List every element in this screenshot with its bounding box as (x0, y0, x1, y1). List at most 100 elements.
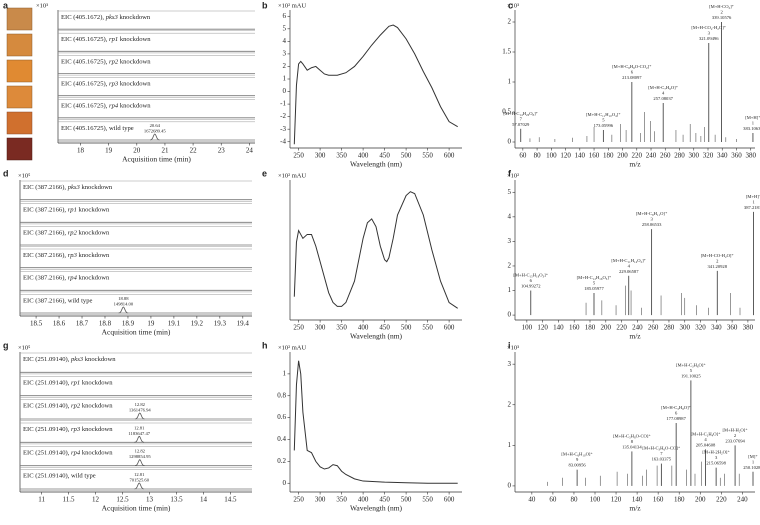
x-tick-label: 18.9 (122, 320, 135, 328)
panel-label: b (262, 0, 268, 10)
ion-mz: 383.10637 (743, 126, 760, 131)
x-tick-label: 550 (422, 324, 433, 332)
x-tick-label: 260 (660, 152, 671, 160)
y-tick-label: 5 (508, 188, 512, 196)
panel-label: a (3, 0, 9, 10)
ion-mz: 213.08097 (622, 75, 642, 80)
peak-time: 18.88 (118, 296, 129, 301)
trace-suffix: knockdown (85, 356, 116, 363)
ion-mz: 83.00956 (568, 463, 586, 468)
trace-label: EIC (251.09140), rp4 knockdown (23, 449, 113, 456)
x-tick-label: 140 (553, 324, 564, 332)
spectrum-line (293, 360, 458, 484)
ion-mz: 229.06587 (619, 269, 639, 274)
x-tick-label: 80 (534, 152, 542, 160)
y-tick-label: 2 (508, 18, 512, 26)
trace-gene: rp3 (109, 80, 119, 87)
ion-label: [M+H-CO₂]⁺ (709, 4, 735, 9)
trace-label: EIC (405.16725), rp2 knockdown (61, 58, 151, 65)
ion-label: [M+H-C₃H₆O-CO]⁺ (642, 446, 680, 451)
y-tick-label: 1 (508, 441, 512, 449)
trace-prefix: EIC (387.2166), (23, 206, 66, 213)
trace-prefix: EIC (251.09140), (23, 426, 70, 433)
x-tick-label: 200 (617, 152, 628, 160)
ion-rank: 6 (631, 70, 634, 75)
y-tick-label: 0 (283, 479, 287, 487)
ion-rank: 6 (675, 411, 678, 416)
x-tick-label: 19.4 (237, 320, 250, 328)
ion-label: [M+H-C₂H₄O]⁺ (691, 431, 721, 436)
trace-prefix: EIC (251.09140), (23, 402, 70, 409)
trace-label: EIC (387.2166), wild type (23, 297, 92, 304)
y-multiplier: ×10³ (507, 344, 519, 351)
x-tick-label: 20 (133, 147, 141, 155)
trace-prefix: EIC (387.2166), (23, 252, 66, 259)
x-tick-label: 400 (358, 496, 369, 504)
ion-mz: 341.20928 (708, 264, 728, 269)
photo (6, 85, 33, 109)
peak-area: 1183647.47 (128, 431, 150, 436)
ion-rank: 9 (576, 457, 579, 462)
x-tick-label: 60 (549, 496, 557, 504)
x-tick-label: 24 (246, 147, 254, 155)
ion-rank: 7 (520, 116, 523, 121)
x-tick-label: 400 (358, 152, 369, 160)
x-tick-label: 220 (632, 152, 643, 160)
ion-label: [M+H-C₈H₈O-CO₂]⁺ (612, 64, 652, 69)
peak (134, 412, 145, 420)
peak-area: 1672689.45 (144, 129, 167, 134)
panel-label: e (262, 168, 267, 178)
trace-suffix: knockdown (79, 206, 110, 213)
x-tick-label: 300 (679, 324, 690, 332)
trace-suffix: knockdown (120, 80, 151, 87)
peak-time: 20.64 (150, 123, 161, 128)
x-tick-label: 220 (716, 496, 727, 504)
ion-label: [M+H-C₇H₈O]⁺ (648, 85, 678, 90)
ion-label: [M+H-C₁₂H₁₆O₃]⁺ (577, 275, 612, 280)
x-tick-label: 180 (585, 324, 596, 332)
trace-prefix: EIC (405.16725), (61, 58, 108, 65)
x-axis-title: Wavelength (nm) (350, 504, 403, 513)
x-tick-label: 450 (379, 496, 390, 504)
peak-area: 149814.00 (114, 302, 134, 307)
y-axis-title: ×10² mAU (278, 2, 306, 9)
x-tick-label: 19.1 (168, 320, 181, 328)
ion-label: [M+H]⁺ (746, 194, 760, 199)
ion-label: [M+H-C₁₄H₂₀O₈]⁺ (503, 111, 538, 116)
x-tick-label: 19 (147, 320, 155, 328)
ion-mz: 215.06598 (706, 461, 726, 466)
y-tick-label: 1 (508, 286, 512, 294)
trace-prefix: EIC (387.2166), (23, 297, 66, 304)
x-axis-title: Acquisition time (min) (122, 155, 191, 164)
ion-mz: 135.04134 (622, 444, 642, 449)
y-tick-label: 4 (508, 212, 512, 220)
trace-suffix: knockdown (79, 229, 110, 236)
trace-suffix: knockdown (79, 274, 110, 281)
x-tick-label: 19.2 (191, 320, 204, 328)
x-tick-label: 22 (190, 147, 198, 155)
trace-prefix: EIC (405.16725), (61, 102, 108, 109)
x-tick-label: 280 (664, 324, 675, 332)
trace-suffix: knockdown (120, 58, 151, 65)
ion-mz: 258.06533 (642, 222, 662, 227)
ion-mz: 163.03375 (652, 457, 672, 462)
trace-gene: rp1 (68, 206, 77, 213)
peak-time: 12.81 (134, 472, 145, 477)
trace-label: EIC (405.16725), rp1 knockdown (61, 36, 151, 43)
ion-rank: 2 (716, 258, 719, 263)
x-axis-title: m/z (629, 504, 641, 513)
trace-label: EIC (405.16725), rp3 knockdown (61, 80, 151, 87)
y-tick-label: -2 (280, 112, 286, 120)
x-axis-title: Wavelength (nm) (350, 332, 403, 341)
y-tick-label: 1 (508, 78, 512, 86)
ion-mz: 177.08987 (666, 416, 686, 421)
ion-label: [M+H]⁺ (745, 115, 760, 120)
trace-label: EIC (387.2166), rp1 knockdown (23, 206, 110, 213)
x-tick-label: 80 (570, 496, 578, 504)
y-tick-label: 0.2 (277, 457, 286, 465)
x-tick-label: 360 (731, 152, 742, 160)
x-tick-label: 280 (674, 152, 685, 160)
photo (6, 111, 33, 135)
peak-area: 701525.60 (129, 478, 149, 483)
x-tick-label: 13.5 (170, 496, 183, 504)
